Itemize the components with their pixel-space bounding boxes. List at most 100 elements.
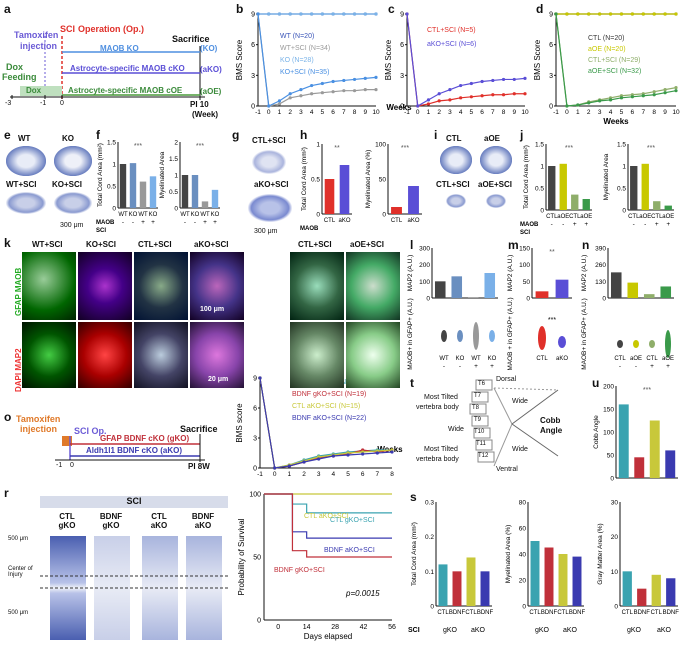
s1-ytick-label: 0.2	[425, 534, 434, 541]
f1-ytick-label: 0.5	[107, 184, 116, 191]
t-most-tilted-2: Most Tilted	[424, 446, 458, 453]
c-point	[459, 83, 463, 88]
d-series-line	[555, 13, 677, 107]
c-point	[491, 93, 495, 97]
m1-bar	[535, 291, 549, 298]
h2-sig: ***	[401, 145, 409, 152]
b-point	[352, 12, 357, 16]
f2-sci-mark: -	[194, 219, 196, 226]
d-point	[619, 12, 624, 16]
l1-bar	[434, 281, 446, 298]
n1-bar	[660, 286, 672, 298]
j1-bar	[559, 163, 567, 210]
n1-bar	[627, 282, 639, 298]
h2-ylabel: Myelinated Area (%)	[365, 150, 372, 209]
panel-h-label: h	[300, 128, 308, 142]
b-point	[320, 12, 324, 16]
b-point	[299, 12, 303, 16]
b-ytick-label: 3	[251, 73, 255, 80]
p-xtick-label: 5	[346, 471, 350, 478]
f1-bar	[129, 163, 137, 208]
q-legend-entry: CTL gKO+SCI	[330, 517, 375, 524]
q-xtick-label: 42	[360, 624, 368, 631]
i-label-ctl-sci: CTL+SCI	[436, 180, 470, 189]
d-point	[630, 95, 634, 99]
j1-xtick-label: aOE	[580, 214, 592, 220]
g-scale: 300 μm	[254, 228, 278, 235]
o-row2: Aldh1l1 BDNF cKO (aKO)	[86, 446, 183, 455]
b-point	[310, 83, 314, 88]
tick-pi10: PI 10	[190, 100, 209, 109]
dox-bar-label: Dox	[26, 86, 42, 95]
j2-bar	[653, 201, 661, 210]
j2-xtick-label: CTL	[628, 214, 640, 220]
k-title-ko-sci: KO+SCI	[86, 240, 117, 249]
t-vertebra-1: vertebra body	[416, 404, 459, 411]
l1-bar	[467, 297, 479, 298]
n-violin	[633, 340, 639, 348]
j2-bar	[630, 166, 638, 210]
c-ylabel: BMS Score	[384, 39, 393, 80]
b-point	[342, 12, 346, 16]
q-legend-entry: BDNF aKO+SCI	[324, 547, 375, 554]
d-point	[565, 12, 569, 16]
d-point	[641, 94, 645, 98]
h1-ytick-label: 0	[316, 212, 320, 219]
n-xtick-label: aOE	[662, 356, 674, 362]
o-timeline	[55, 434, 205, 462]
t-most-tilted-1: Most Tilted	[424, 394, 458, 401]
row-aoe-tag: (aOE)	[200, 87, 222, 96]
p-legend-entry: BDNF gKO+SCI (N=19)	[292, 391, 366, 398]
sci-label: SCI	[60, 24, 76, 34]
t-v-t8: T8	[472, 405, 480, 411]
s3-xtick-label: CTL	[651, 610, 663, 616]
r-col-ctl-ako: CTL aKO	[150, 512, 168, 530]
k-img-ctl-sci-top	[134, 252, 188, 320]
c-point	[480, 79, 484, 84]
panel-u-label: u	[592, 376, 600, 390]
panel-s-label: s	[410, 490, 417, 504]
d-point	[663, 91, 667, 95]
p-point	[331, 454, 335, 458]
u-ytick-label: 200	[603, 384, 614, 391]
b-xtick-label: 3	[299, 109, 303, 116]
p-legend-entry: CTL aKO+SCI (N=15)	[292, 403, 360, 410]
j1-bar	[582, 199, 590, 210]
b-point	[342, 78, 346, 83]
e-image-ko	[54, 146, 92, 176]
b-point	[299, 94, 303, 98]
f2-sci-mark: +	[213, 219, 217, 226]
d-xtick-label: 8	[652, 109, 656, 116]
s2-bar	[530, 541, 540, 606]
t-diagram	[469, 379, 559, 467]
k-title-ako-sci: aKO+SCI	[194, 240, 229, 249]
l1-ytick-label: 0	[426, 296, 430, 303]
d-point	[663, 12, 667, 16]
d-xtick-label: 5	[620, 109, 624, 116]
f1-sig: ***	[134, 143, 142, 150]
c-point	[437, 99, 441, 103]
f2-bar	[201, 201, 209, 208]
p-xtick-label: 4	[332, 471, 336, 478]
b-xtick-label: -1	[255, 109, 261, 116]
h-row-maob: MAOB	[300, 226, 319, 232]
i-image-ctl-sci	[446, 194, 466, 208]
n1-ytick-label: 130	[595, 279, 606, 286]
b-point	[374, 88, 378, 92]
p-xtick-label: 1	[288, 471, 292, 478]
k-img-ko-sci-bot	[78, 322, 132, 388]
d-xtick-label: 6	[631, 109, 635, 116]
f2-xtick-label: WT	[180, 212, 190, 218]
d-point	[641, 12, 645, 16]
p-xtick-label: -1	[257, 471, 263, 478]
chart-l: 0 100 200 300 MAP2 (A.U.) MAOB+ in GFAP+ (A.U…	[407, 246, 498, 370]
m1-sig: **	[549, 249, 555, 256]
q-ytick-label: 100	[249, 492, 261, 499]
l-violin	[489, 330, 495, 342]
t-v-t7: T7	[474, 393, 482, 399]
f1-sci-mark: -	[132, 219, 134, 226]
l-violin	[457, 330, 463, 342]
h2-xtick-label: aKO	[407, 218, 419, 224]
